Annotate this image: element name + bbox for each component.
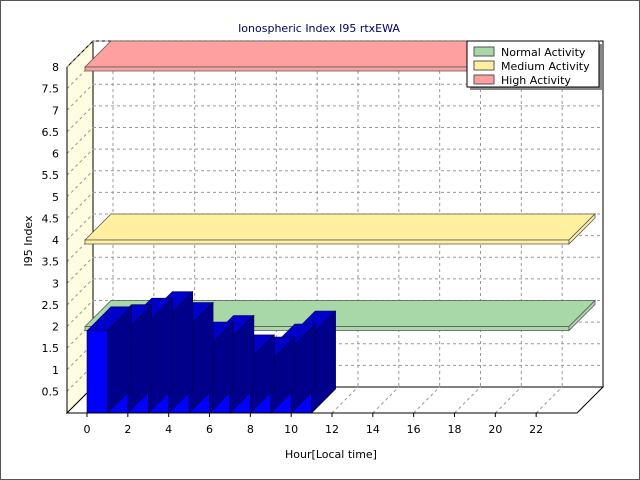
grid-line-wall: [66, 170, 94, 198]
y-tick-label: 1.5: [42, 342, 60, 355]
bar-series: [86, 290, 337, 414]
x-tick-label: 18: [448, 423, 462, 436]
grid-line-wall: [66, 105, 94, 133]
y-tick-label: 6.5: [42, 126, 60, 139]
grid-line-floor: [413, 386, 441, 414]
grid-line-wall: [66, 256, 94, 284]
x-tick-label: 20: [488, 423, 502, 436]
grid-line-wall: [66, 127, 94, 154]
grid-line-floor: [454, 386, 481, 414]
grid-line-floor: [331, 386, 359, 414]
y-tick-label: 4: [52, 234, 59, 247]
y-tick-label: 7: [52, 104, 59, 117]
y-tick-label: 5.5: [42, 169, 60, 182]
grid-line-floor: [494, 386, 522, 414]
x-tick-label: 10: [284, 423, 298, 436]
legend-entry: High Activity: [501, 74, 571, 87]
y-tick-label: 3: [52, 277, 59, 290]
x-tick-label: 22: [529, 423, 543, 436]
y-tick-label: 6: [52, 148, 59, 161]
y-tick-label: 8: [52, 61, 59, 74]
y-tick-label: 7.5: [42, 83, 60, 96]
y-tick-label: 3.5: [42, 256, 60, 269]
x-tick-label: 0: [84, 423, 91, 436]
grid-line-wall: [66, 192, 94, 219]
x-tick-label: 2: [124, 423, 131, 436]
legend-swatch: [473, 60, 495, 71]
legend-entry: Normal Activity: [501, 46, 586, 59]
y-tick-label: 2: [52, 321, 59, 334]
y-tick-label: 0.5: [42, 385, 60, 398]
grid-line-wall: [66, 40, 94, 68]
grid-line-floor: [372, 386, 400, 414]
x-tick-label: 4: [165, 423, 172, 436]
chart-title: Ionospheric Index I95 rtxEWA: [238, 22, 400, 35]
grid-line-wall: [66, 148, 94, 176]
legend-entry: Medium Activity: [501, 60, 590, 73]
y-axis-label: I95 Index: [22, 215, 35, 267]
grid-line-wall: [66, 83, 94, 111]
y-tick-label: 1: [52, 364, 59, 377]
x-tick-label: 16: [407, 423, 421, 436]
y-tick-label: 2.5: [42, 299, 60, 312]
legend-swatch: [473, 46, 495, 57]
bar-hour-0: [86, 306, 133, 414]
x-tick-label: 6: [206, 423, 213, 436]
chart-axes: 0.5 1 1.5 2 2.5 3 3.5 4 4.5 5 5.5 6 6.5 7 7.5 8 0 2 4 6 8 10 1…: [42, 61, 577, 436]
band-medium-activity: [84, 213, 596, 245]
grid-line-wall: [66, 300, 94, 327]
legend-swatch: [473, 74, 495, 85]
x-axis-label: Hour[Local time]: [285, 448, 377, 461]
grid-line-wall: [66, 213, 94, 241]
y-tick-label: 5: [52, 191, 59, 204]
x-tick-label: 8: [247, 423, 254, 436]
y-tick-label: 4.5: [42, 212, 60, 225]
grid-line-wall: [66, 278, 94, 306]
grid-line-floor: [535, 386, 563, 414]
x-tick-label: 12: [325, 423, 339, 436]
x-tick-label: 14: [366, 423, 380, 436]
